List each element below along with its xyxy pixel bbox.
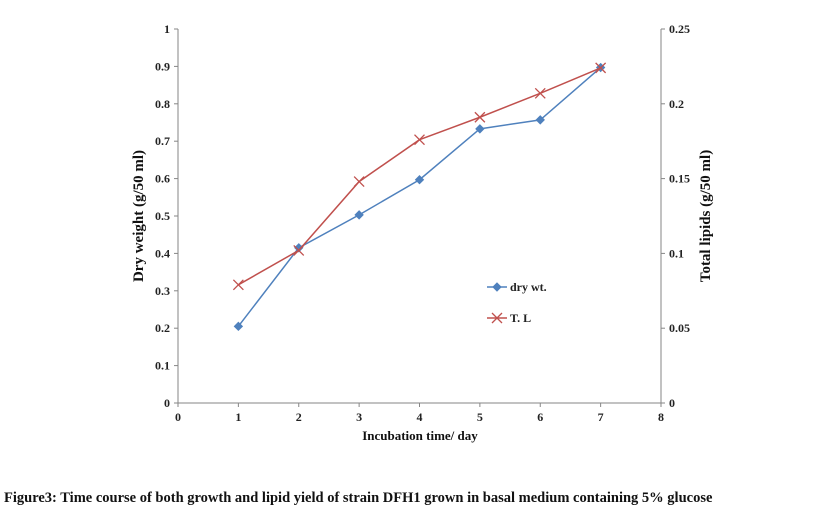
- x-tick-label: 3: [356, 410, 362, 424]
- y2-axis-title: Total lipids (g/50 ml): [698, 150, 714, 282]
- y-tick-label: 0.8: [155, 97, 170, 111]
- y2-tick-label: 0.15: [669, 172, 690, 186]
- dual-axis-line-chart: 0 0.1 0.2 0.3 0.4 0.5 0.6 0.7 0.8 0.9 1 0 0.05 0.1 0.1…: [131, 22, 714, 443]
- y-tick-label: 0.7: [155, 134, 170, 148]
- y-axis-title: Dry weight (g/50 ml): [131, 150, 147, 282]
- legend-total-lipids-label: T. L: [510, 311, 531, 325]
- total-lipids-point: [353, 176, 365, 188]
- legend-dry-weight-marker: [492, 282, 502, 292]
- figure-caption: Figure3: Time course of both growth and …: [4, 490, 713, 506]
- dry-weight-point: [233, 321, 244, 332]
- total-lipids-point: [293, 244, 305, 256]
- total-lipids-point: [534, 87, 546, 99]
- y2-tick-label: 0.05: [669, 321, 690, 335]
- y2-tick-label: 0.2: [669, 97, 684, 111]
- y-tick-label: 0.3: [155, 284, 170, 298]
- total-lipids-point: [232, 279, 244, 291]
- total-lipids-point: [414, 134, 425, 146]
- y-tick-label: 0.2: [155, 321, 170, 335]
- x-tick-label: 1: [235, 410, 241, 424]
- x-tick-label: 5: [477, 410, 483, 424]
- y-tick-label: 1: [164, 22, 170, 36]
- legend-total-lipids-marker: [491, 312, 503, 324]
- x-tick-label: 0: [175, 410, 181, 424]
- y2-tick-label: 0.1: [669, 246, 684, 260]
- legend-dry-weight-label: dry wt.: [510, 280, 547, 294]
- y-tick-label: 0.6: [155, 172, 170, 186]
- y-tick-label: 0: [164, 396, 170, 410]
- y2-tick-label: 0: [669, 396, 675, 410]
- dry-weight-point: [535, 115, 545, 125]
- y-tick-label: 0.5: [155, 209, 170, 223]
- legend: dry wt. T. L: [487, 280, 547, 325]
- axes: 0 0.1 0.2 0.3 0.4 0.5 0.6 0.7 0.8 0.9 1 0 0.05 0.1 0.1…: [155, 22, 690, 424]
- x-tick-label: 2: [296, 410, 302, 424]
- x-tick-label: 6: [537, 410, 543, 424]
- total-lipids-point: [595, 62, 607, 74]
- dry-weight-point: [354, 210, 364, 220]
- y-tick-label: 0.1: [155, 359, 170, 373]
- dry-weight-point: [414, 175, 425, 185]
- series-layer: [232, 62, 607, 332]
- total-lipids-point: [474, 111, 486, 123]
- x-axis-title: Incubation time/ day: [362, 428, 478, 443]
- x-tick-label: 8: [658, 410, 664, 424]
- y-tick-label: 0.9: [155, 59, 170, 73]
- y2-tick-label: 0.25: [669, 22, 690, 36]
- y-tick-label: 0.4: [155, 246, 170, 260]
- x-tick-label: 7: [598, 410, 604, 424]
- dry-weight-point: [475, 124, 485, 134]
- x-tick-label: 4: [417, 410, 423, 424]
